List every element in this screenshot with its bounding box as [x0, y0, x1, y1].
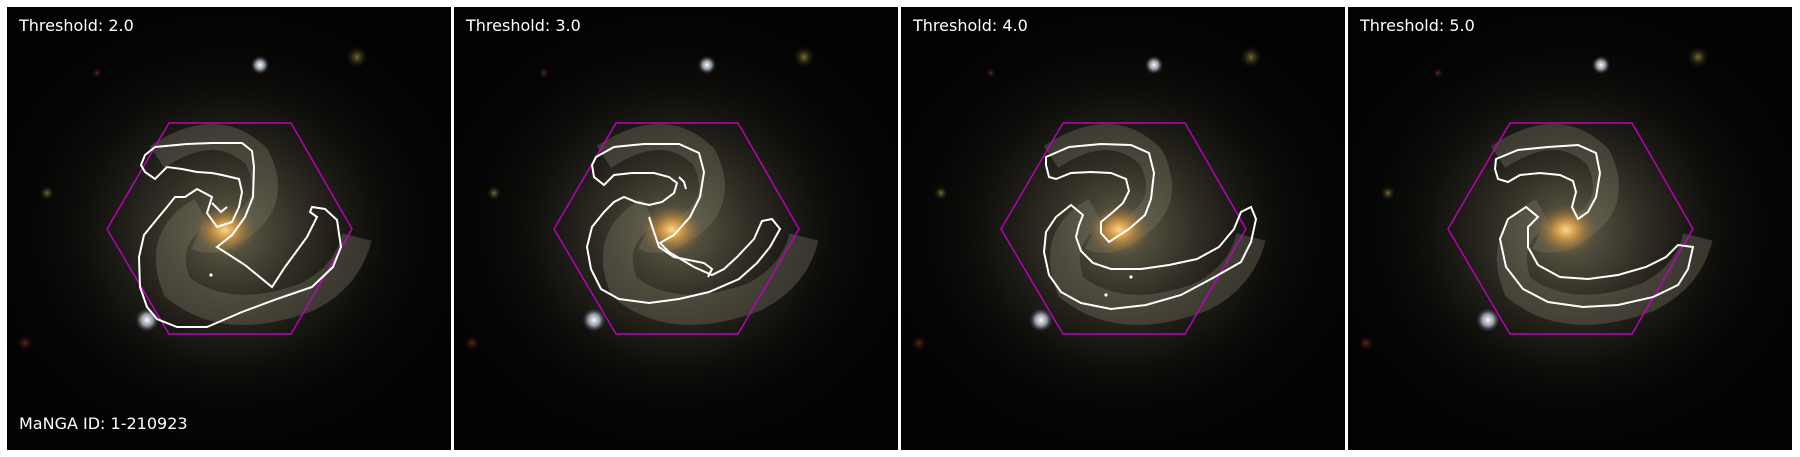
galaxy-image: [7, 7, 451, 450]
galaxy-image: [454, 7, 898, 450]
contour-outline: [585, 143, 782, 305]
contour-outline: [1045, 142, 1156, 244]
galaxy-panel-threshold-1: Threshold: 2.0 MaNGA ID: 1-210923: [7, 7, 451, 450]
threshold-label: Threshold: 3.0: [466, 16, 581, 35]
galaxy-image: [901, 7, 1345, 450]
contour-outline: [1493, 143, 1602, 221]
threshold-label: Threshold: 4.0: [913, 16, 1028, 35]
manga-id-label: MaNGA ID: 1-210923: [19, 414, 188, 433]
threshold-label: Threshold: 2.0: [19, 16, 134, 35]
galaxy-panel-threshold-3: Threshold: 4.0: [901, 7, 1345, 450]
galaxy-image: [1348, 7, 1792, 450]
threshold-label: Threshold: 5.0: [1360, 16, 1475, 35]
galaxy-panel-threshold-2: Threshold: 3.0: [454, 7, 898, 450]
galaxy-panel-threshold-4: Threshold: 5.0: [1348, 7, 1792, 450]
contour-outline: [137, 142, 343, 328]
